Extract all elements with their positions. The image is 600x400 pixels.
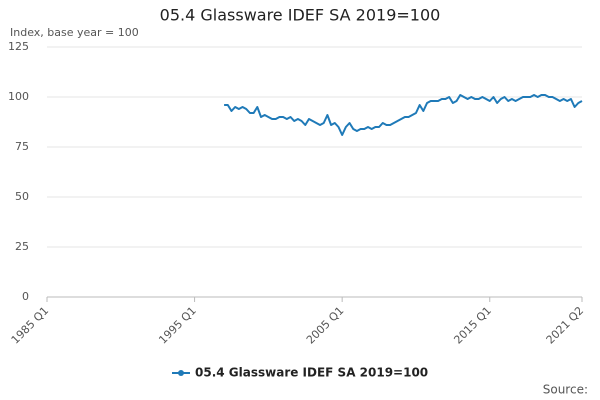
y-tick-label: 0 [22,290,29,303]
x-tick-label: 1995 Q1 [156,304,199,347]
chart-title: 05.4 Glassware IDEF SA 2019=100 [160,6,441,25]
x-tick-label: 1985 Q1 [9,304,52,347]
y-tick-label: 125 [8,40,29,53]
y-tick-label: 50 [15,190,29,203]
source: Source: [543,383,588,397]
y-tick-label: 100 [8,90,29,103]
legend-marker [178,370,184,376]
y-axis-label: Index, base year = 100 [10,26,139,39]
x-tick-label: 2021 Q2 [544,304,587,347]
y-tick-label: 75 [15,140,29,153]
line [224,94,583,136]
x-tick-label: 2005 Q1 [304,304,347,347]
legend-label: 05.4 Glassware IDEF SA 2019=100 [195,366,428,380]
x-tick-label: 2015 Q1 [451,304,494,347]
y-tick-label: 25 [15,240,29,253]
